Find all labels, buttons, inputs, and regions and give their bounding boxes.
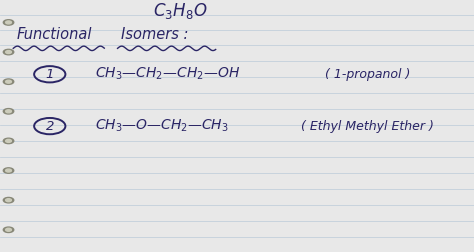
- Circle shape: [6, 139, 11, 142]
- Circle shape: [6, 199, 11, 202]
- Circle shape: [3, 138, 14, 144]
- Text: CH$_3$—CH$_2$—CH$_2$—OH: CH$_3$—CH$_2$—CH$_2$—OH: [95, 66, 240, 82]
- Text: ( Ethyl Methyl Ether ): ( Ethyl Methyl Ether ): [301, 120, 434, 133]
- Text: 1: 1: [46, 68, 54, 81]
- Circle shape: [6, 169, 11, 172]
- Text: C$_3$H$_8$O: C$_3$H$_8$O: [153, 1, 208, 21]
- Circle shape: [6, 51, 11, 53]
- Circle shape: [6, 110, 11, 113]
- Circle shape: [3, 49, 14, 55]
- Text: ( 1-propanol ): ( 1-propanol ): [325, 68, 410, 81]
- Circle shape: [3, 109, 14, 114]
- Text: CH$_3$—O—CH$_2$—CH$_3$: CH$_3$—O—CH$_2$—CH$_3$: [95, 118, 228, 134]
- Circle shape: [3, 168, 14, 173]
- Circle shape: [3, 227, 14, 233]
- Text: Isomers :: Isomers :: [121, 27, 188, 42]
- Circle shape: [3, 79, 14, 84]
- Text: 2: 2: [46, 120, 54, 133]
- Text: Functional: Functional: [17, 27, 92, 42]
- Circle shape: [3, 198, 14, 203]
- Circle shape: [3, 20, 14, 25]
- Circle shape: [6, 21, 11, 24]
- Circle shape: [6, 228, 11, 231]
- Circle shape: [6, 80, 11, 83]
